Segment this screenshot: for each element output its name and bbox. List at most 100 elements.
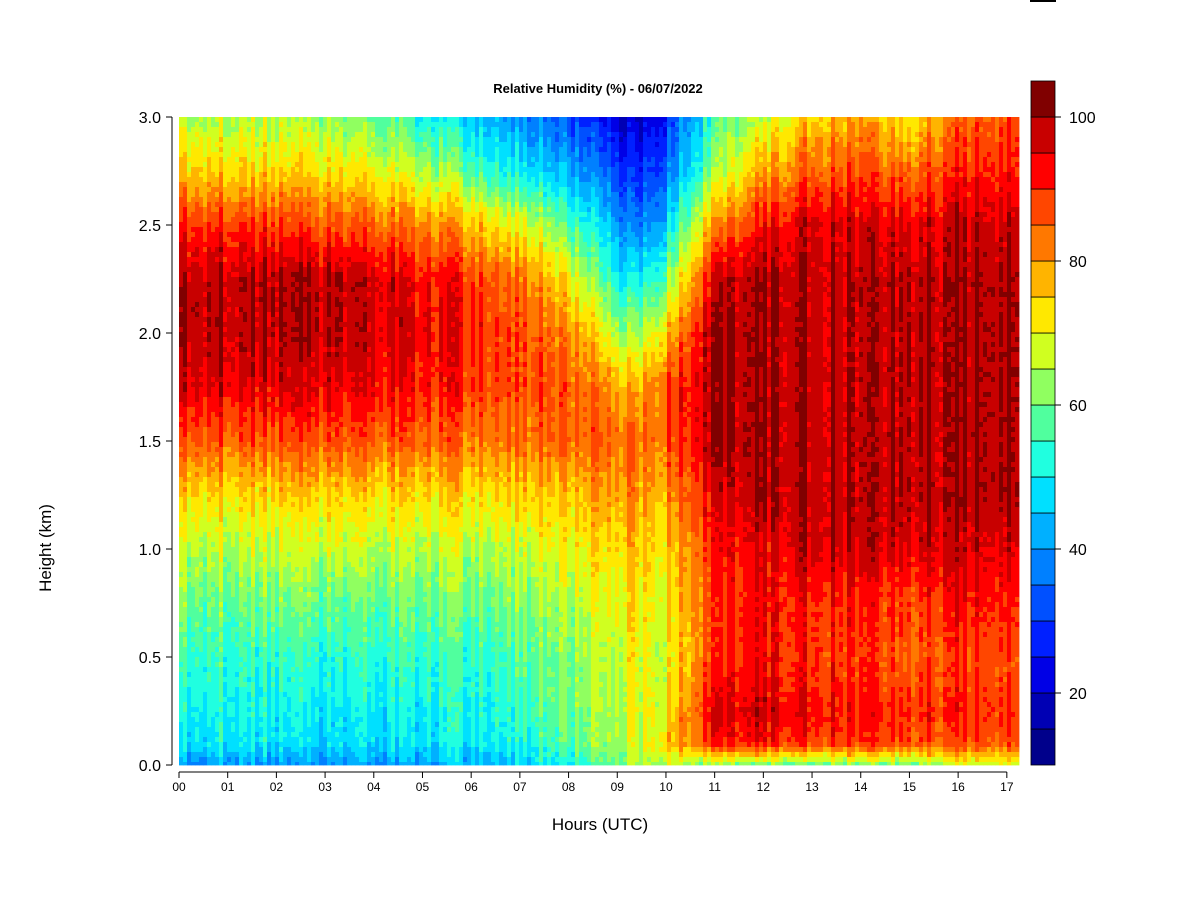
heatmap-cell [587,707,592,718]
heatmap-cell [599,477,604,488]
heatmap-cell [439,637,444,643]
heatmap-cell [243,522,248,563]
heatmap-cell [547,697,552,748]
heatmap-cell [391,762,396,766]
heatmap-cell [567,207,572,228]
heatmap-cell [651,437,656,443]
heatmap-cell [627,547,632,593]
heatmap-cell [587,722,592,728]
heatmap-cell [399,392,404,433]
heatmap-cell [655,392,660,408]
heatmap-cell [223,137,228,163]
heatmap-cell [523,277,528,323]
heatmap-cell [583,547,588,563]
heatmap-cell [671,117,676,123]
heatmap-cell [627,287,632,298]
heatmap-cell [387,307,392,348]
heatmap-cell [623,607,628,683]
heatmap-cell [607,762,612,766]
heatmap-cell [403,642,408,668]
heatmap-cell [547,197,552,208]
heatmap-cell [463,282,468,373]
heatmap-cell [511,527,516,568]
heatmap-cell [187,737,192,743]
heatmap-cell [555,182,560,198]
heatmap-cell [475,262,480,288]
heatmap-cell [311,352,316,358]
heatmap-cell [215,127,220,143]
heatmap-cell [495,337,500,343]
heatmap-cell [659,597,664,603]
heatmap-cell [567,662,572,668]
heatmap-cell [187,117,192,133]
heatmap-cell [479,507,484,538]
heatmap-cell [303,367,308,383]
heatmap-cell [375,622,380,628]
heatmap-cell [539,137,544,173]
heatmap-cell [511,642,516,708]
heatmap-cell [275,357,280,363]
heatmap-cell [207,617,212,628]
heatmap-cell [183,367,188,373]
heatmap-cell [627,122,632,128]
heatmap-cell [571,717,576,723]
heatmap-cell [295,172,300,188]
heatmap-cell [243,467,248,493]
heatmap-cell [251,162,256,178]
heatmap-cell [423,147,428,153]
heatmap-cell [503,547,508,553]
heatmap-cell [667,312,672,323]
heatmap-cell [239,472,244,478]
heatmap-cell [595,122,600,153]
heatmap-cell [467,537,472,558]
heatmap-cell [635,682,640,688]
heatmap-cell [187,217,192,243]
heatmap-cell [283,307,288,323]
heatmap-cell [475,687,480,693]
heatmap-cell [195,467,200,473]
heatmap-cell [259,442,264,448]
heatmap-cell [303,422,308,443]
heatmap-cell [635,312,640,338]
heatmap-cell [287,557,292,563]
heatmap-cell [331,662,336,668]
heatmap-cell [643,182,648,188]
heatmap-cell [567,242,572,253]
heatmap-cell [307,727,312,738]
heatmap-cell [519,367,524,373]
heatmap-cell [671,502,676,553]
heatmap-cell [671,157,676,183]
heatmap-cell [303,302,308,338]
heatmap-cell [271,322,276,328]
heatmap-cell [239,542,244,578]
heatmap-cell [407,307,412,333]
heatmap-cell [607,707,612,713]
heatmap-cell [655,272,660,283]
heatmap-cell [291,292,296,313]
heatmap-cell [383,442,388,463]
heatmap-cell [403,422,408,428]
heatmap-cell [179,197,184,223]
heatmap-cell [319,217,324,238]
heatmap-cell [215,637,220,648]
heatmap-cell [551,642,556,673]
heatmap-cell [335,492,340,498]
heatmap-cell [211,252,216,378]
heatmap-cell [371,247,376,268]
heatmap-column [363,117,368,766]
heatmap-cell [523,552,528,558]
heatmap-cell [607,242,612,268]
heatmap-column [315,117,320,766]
heatmap-cell [515,367,520,373]
heatmap-cell [427,632,432,673]
heatmap-cell [207,682,212,728]
heatmap-cell [367,147,372,153]
heatmap-cell [187,752,192,766]
heatmap-cell [667,732,672,743]
heatmap-cell [551,122,556,153]
heatmap-cell [567,487,572,493]
heatmap-cell [247,262,252,273]
heatmap-cell [255,387,260,393]
heatmap-cell [635,392,640,398]
heatmap-cell [235,267,240,273]
